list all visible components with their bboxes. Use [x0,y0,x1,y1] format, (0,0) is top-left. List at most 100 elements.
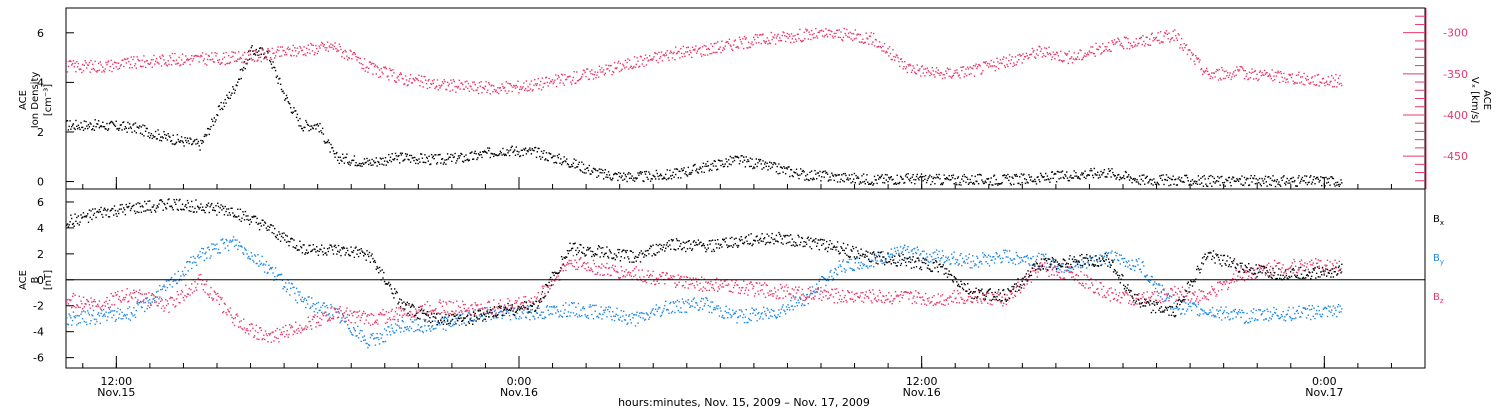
vx-series-point [859,34,861,36]
density-series-point [418,158,420,160]
density-series-point [555,161,557,164]
vx-series-point [699,47,701,49]
by-series-point [1261,313,1263,315]
vx-series-point [217,61,220,64]
vx-series-point [527,86,529,88]
by-series-point [588,306,590,308]
vx-series-point [268,49,270,52]
bz-series-point [285,324,287,327]
density-series-point [665,178,668,181]
density-series-point [946,176,948,179]
density-series-point [1051,171,1054,173]
vx-series-point [342,50,345,53]
by-series-point [154,299,156,302]
by-series-point [101,309,103,312]
by-series-point [1266,308,1268,310]
density-series-point [1019,183,1022,186]
by-series-point [1289,317,1292,319]
x-tick-label-time: 12:00 [906,375,938,388]
bz-series-point [274,330,277,332]
density-series-point [1146,175,1148,178]
by-series-point [430,326,433,328]
bz-series-point [212,299,214,301]
vx-series-point [400,73,403,75]
vx-series-point [1089,51,1091,54]
vx-series-point [736,46,738,48]
vx-series-point [1154,37,1157,40]
by-series-point [680,307,682,309]
vx-series-point [1310,77,1313,79]
density-series-point [149,137,151,139]
vx-series-point [571,83,573,85]
bz-series-point [71,295,74,297]
vx-series-point [965,68,967,70]
bz-series-point [228,311,231,313]
vx-series-point [826,33,828,36]
by-series-point [799,296,801,298]
by-series-point [952,256,955,258]
density-series-point [69,120,71,122]
vx-series-point [344,49,346,52]
density-series-point [1216,180,1218,182]
by-series-point [654,314,656,316]
by-series-point [915,251,917,254]
vx-series-point [514,85,516,87]
vx-series-point [307,44,309,46]
density-series-point [414,156,416,159]
by-series-point [1073,261,1075,263]
by-series-point [620,310,622,312]
vx-series-point [845,34,847,37]
density-series-point [916,173,918,176]
density-series-point [864,183,866,185]
by-series-point [589,304,591,306]
density-series-point [422,161,424,163]
vx-series-point [1326,80,1328,82]
density-series-point [790,169,793,171]
density-series-point [699,166,701,168]
density-series-point [465,154,467,156]
by-series-point [245,249,247,251]
bz-series-point [109,306,111,308]
by-series-point [586,316,588,319]
by-series-point [518,318,520,320]
density-series-point [235,84,237,86]
by-series-point [696,304,699,306]
vx-series-point [947,68,950,71]
by-series-point [1119,263,1121,265]
vx-series-point [538,88,540,90]
by-series-point [1166,296,1168,298]
by-series-point [679,311,681,313]
by-series-point [321,304,324,307]
density-series-point [751,158,753,160]
by-series-point [339,322,341,324]
density-series-point [469,152,471,154]
by-series-point [337,311,340,313]
bz-series-point [217,295,220,298]
density-series-point [1092,176,1095,179]
by-series-point [1109,263,1111,266]
vx-series-point [551,79,554,81]
by-series-point [1260,314,1262,316]
by-series-point [656,310,658,313]
by-series-point [1311,305,1314,307]
by-series-point [1227,313,1230,315]
bz-series-point [179,302,181,304]
density-series-point [541,156,544,158]
by-series-point [1149,281,1151,283]
by-series-point [998,256,1000,258]
by-series-point [560,310,562,312]
density-series-point [938,173,940,176]
by-series-point [1145,275,1147,277]
density-series-point [862,173,865,175]
density-series-point [312,127,314,130]
by-series-point [1012,262,1014,264]
density-series-point [84,127,86,130]
vx-series-point [372,73,374,75]
by-series-point [205,251,207,253]
by-series-point [325,311,327,313]
by-series-point [902,248,904,250]
vx-series-point [224,63,226,66]
by-series-point [1248,322,1250,324]
by-series-point [603,311,606,314]
vx-series-point [1001,62,1003,65]
